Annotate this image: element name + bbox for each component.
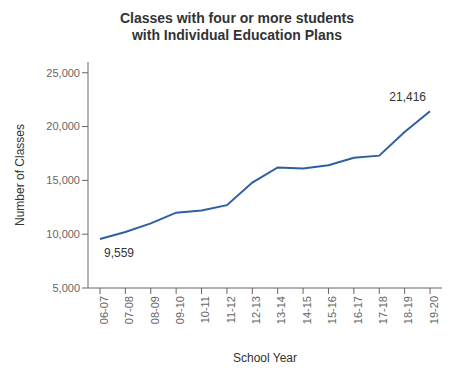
svg-text:06-07: 06-07	[98, 296, 110, 324]
svg-text:School Year: School Year	[233, 351, 297, 365]
svg-text:08-09: 08-09	[149, 296, 161, 324]
svg-text:15,000: 15,000	[46, 174, 80, 186]
svg-text:5,000: 5,000	[52, 282, 80, 294]
svg-text:11-12: 11-12	[225, 296, 237, 323]
svg-text:Number of Classes: Number of Classes	[13, 124, 27, 226]
svg-text:14-15: 14-15	[301, 296, 313, 324]
svg-text:10,000: 10,000	[46, 228, 80, 240]
svg-text:15-16: 15-16	[326, 296, 338, 324]
svg-text:25,000: 25,000	[46, 67, 80, 79]
svg-text:12-13: 12-13	[250, 296, 262, 324]
svg-text:9,559: 9,559	[104, 246, 134, 260]
html-text:Classes with four or more stud: Classes with four or more students with …	[119, 10, 355, 43]
svg-text:18-19: 18-19	[402, 296, 414, 324]
svg-text:07-08: 07-08	[123, 296, 135, 324]
svg-text:17-18: 17-18	[377, 296, 389, 324]
svg-text:16-17: 16-17	[352, 296, 364, 324]
svg-text:19-20: 19-20	[428, 296, 440, 324]
svg-text:20,000: 20,000	[46, 120, 80, 132]
svg-text:09-10: 09-10	[174, 296, 186, 324]
svg-text:13-14: 13-14	[276, 296, 288, 324]
svg-text:10-11: 10-11	[199, 296, 211, 323]
svg-text:21,416: 21,416	[389, 90, 426, 104]
